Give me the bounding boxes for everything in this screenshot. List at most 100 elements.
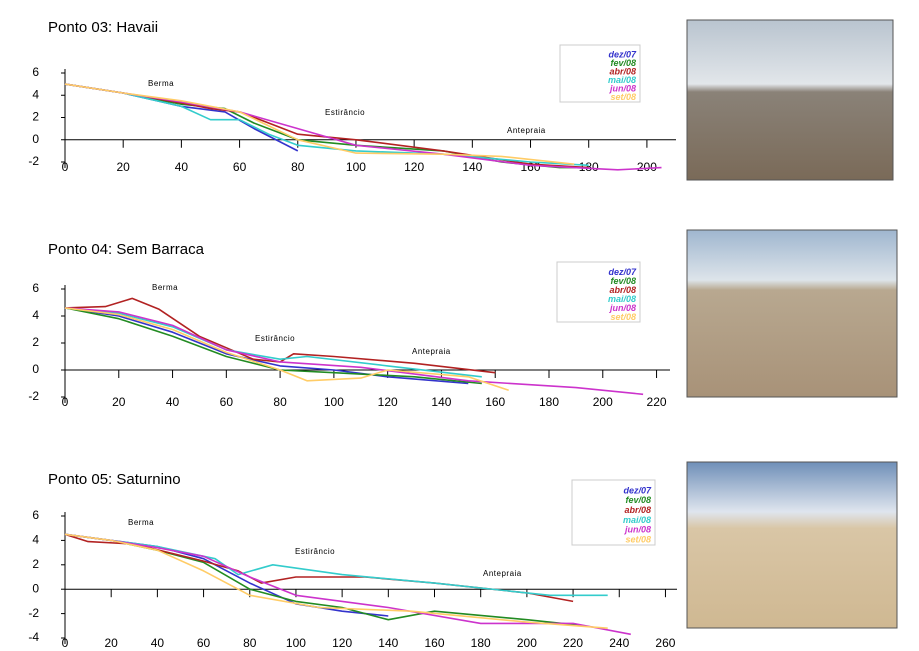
legend-entry: abr/08 [624,505,651,515]
x-tick-label: 80 [291,160,305,174]
chart-title: Ponto 03: Havaii [48,19,158,36]
legend-entry: fev/08 [610,58,636,68]
annotation: Berma [128,518,154,527]
x-tick-label: 0 [62,395,69,409]
annotation: Antepraia [507,126,546,135]
y-tick-label: 0 [32,362,39,376]
profile-line [64,307,482,378]
y-tick-label: 0 [32,581,39,595]
x-tick-label: 120 [332,636,352,650]
profile-line [64,307,482,385]
x-tick-label: 180 [539,395,559,409]
legend-entry: mai/08 [608,294,636,304]
x-tick-label: 60 [197,636,211,650]
y-tick-label: 4 [32,87,39,101]
x-tick-label: 20 [112,395,126,409]
x-tick-label: 40 [166,395,180,409]
profile-line [64,83,575,165]
x-tick-label: 60 [233,160,247,174]
x-tick-label: 80 [243,636,257,650]
legend-entry: dez/07 [608,50,637,60]
legend-entry: jun/08 [609,303,636,313]
y-tick-label: -2 [28,154,39,168]
x-tick-label: 40 [175,160,189,174]
profile-line [64,307,509,392]
legend-entry: jun/08 [609,84,636,94]
annotation: Antepraia [412,347,451,356]
legend-entry: jun/08 [624,525,651,535]
legend-entry: abr/08 [609,285,636,295]
photo [686,19,894,181]
y-tick-label: 2 [32,335,39,349]
profile-line [64,307,644,396]
y-tick-label: 6 [32,65,39,79]
profile-line [64,533,608,629]
profile-line [64,533,608,597]
y-tick-label: 4 [32,533,39,547]
annotation: Antepraia [483,569,522,578]
x-tick-label: 0 [62,636,69,650]
annotation: Estirâncio [325,108,365,117]
x-tick-label: 120 [378,395,398,409]
photo [686,229,898,398]
legend-entry: fev/08 [625,495,651,505]
y-tick-label: 6 [32,508,39,522]
x-tick-label: 100 [286,636,306,650]
x-tick-label: 180 [471,636,491,650]
x-tick-label: 160 [424,636,444,650]
x-tick-label: 120 [404,160,424,174]
y-tick-label: -4 [28,630,39,644]
x-tick-label: 260 [655,636,675,650]
x-tick-label: 80 [273,395,287,409]
y-tick-label: -2 [28,606,39,620]
x-tick-label: 140 [462,160,482,174]
y-tick-label: 4 [32,308,39,322]
x-tick-label: 200 [637,160,657,174]
x-tick-label: 100 [324,395,344,409]
chart-title: Ponto 05: Saturnino [48,471,181,488]
x-tick-label: 200 [593,395,613,409]
y-tick-label: 2 [32,557,39,571]
y-tick-label: 2 [32,110,39,124]
legend-entry: dez/07 [623,485,652,495]
legend-entry: dez/07 [608,267,637,277]
y-tick-label: 0 [32,132,39,146]
legend-box [556,261,641,323]
x-tick-label: 140 [378,636,398,650]
annotation: Estirâncio [295,547,335,556]
x-tick-label: 220 [647,395,667,409]
legend-box [571,479,656,546]
x-tick-label: 0 [62,160,69,174]
legend-entry: set/08 [625,534,651,544]
x-tick-label: 20 [117,160,131,174]
legend-entry: set/08 [610,312,636,322]
y-tick-label: 6 [32,281,39,295]
x-tick-label: 240 [609,636,629,650]
legend-entry: abr/08 [609,67,636,77]
annotation: Berma [148,79,174,88]
annotation: Berma [152,283,178,292]
profile-line [64,83,589,167]
legend-entry: mai/08 [608,75,636,85]
x-tick-label: 160 [485,395,505,409]
x-tick-label: 200 [517,636,537,650]
profile-line [64,297,496,374]
x-tick-label: 100 [346,160,366,174]
profile-line [64,533,631,636]
y-tick-label: -2 [28,389,39,403]
x-tick-label: 180 [579,160,599,174]
legend-box [559,44,641,103]
x-tick-label: 40 [151,636,165,650]
legend-entry: fev/08 [610,276,636,286]
x-tick-label: 140 [431,395,451,409]
photo [686,461,898,629]
legend-entry: mai/08 [623,515,651,525]
x-tick-label: 20 [105,636,119,650]
x-tick-label: 220 [563,636,583,650]
annotation: Estirâncio [255,334,295,343]
chart-title: Ponto 04: Sem Barraca [48,241,205,258]
x-tick-label: 60 [220,395,234,409]
legend-entry: set/08 [610,92,636,102]
